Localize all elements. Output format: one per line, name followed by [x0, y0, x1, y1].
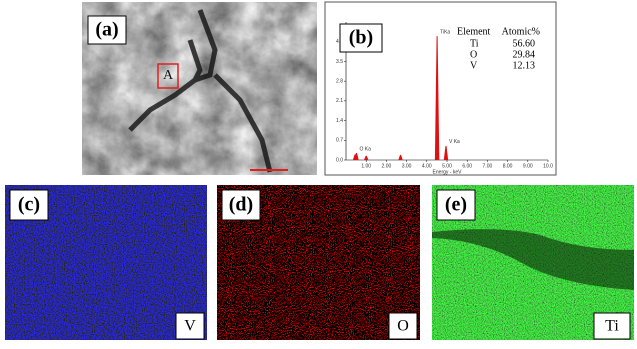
x-tick-label: 4.00 [422, 163, 432, 169]
peak [398, 154, 403, 160]
y-tick-label: 2.1 [336, 98, 343, 104]
table-cell: 56.60 [513, 38, 536, 49]
panel-label-box [221, 189, 261, 221]
x-tick-label: 3.00 [402, 163, 412, 169]
element-label-box [593, 312, 631, 340]
x-tick-label: 10.0 [543, 163, 553, 169]
y-tick-label: 0.7 [336, 138, 343, 144]
region-box [157, 63, 179, 89]
peak-label: TiKa [440, 29, 450, 35]
peak-label: O Ka [360, 146, 372, 152]
x-tick-label: 1.00 [361, 163, 371, 169]
crack [128, 9, 273, 173]
panel-label-box [339, 23, 383, 53]
x-tick-label: 2.00 [382, 163, 392, 169]
peak [434, 36, 440, 160]
table-header: Atomic% [502, 26, 540, 37]
element-label-box [388, 312, 418, 340]
peak-label: V Ka [449, 139, 460, 145]
x-tick-label: 8.00 [503, 163, 513, 169]
table-cell: O [470, 49, 477, 60]
y-tick-label: 0.0 [336, 157, 343, 163]
panel-label: (b) [349, 27, 373, 49]
region-label: A [163, 68, 174, 83]
element-label: O [397, 318, 409, 335]
y-tick-label: 1.4 [336, 118, 343, 124]
x-axis-label: Energy - keV [433, 169, 463, 175]
element-table: Element Atomic% Ti 56.60 O 29.84 V 12.13 [457, 26, 540, 71]
element-label: V [184, 318, 196, 335]
peak [443, 145, 449, 160]
panel-label: (e) [445, 194, 467, 216]
element-label: Ti [605, 318, 619, 335]
table-cell: Ti [470, 38, 479, 49]
spectrum: 1.00 2.00 3.00 4.00 5.00 6.00 7.00 8.00 9.00 10.0… [336, 22, 553, 175]
x-tick-label: 5.00 [442, 163, 452, 169]
panel-label-box [9, 189, 49, 221]
table-header: Element [457, 26, 491, 37]
peak [352, 154, 358, 160]
panel-label: (c) [18, 194, 40, 216]
panel-label: (d) [229, 194, 253, 216]
x-tick-label: 6.00 [462, 163, 472, 169]
y-tick-label: 2.8 [336, 78, 343, 84]
element-label-box [175, 312, 205, 340]
x-tick-label: 9.00 [523, 163, 533, 169]
panel-label-box [87, 15, 127, 45]
panel-label-box [436, 189, 476, 221]
peak [364, 155, 369, 160]
x-tick-label: 7.00 [483, 163, 493, 169]
table-cell: V [470, 60, 478, 71]
table-cell: 12.13 [513, 60, 536, 71]
panel-label: (a) [95, 19, 118, 41]
y-tick-label: 3.5 [336, 59, 343, 65]
shadow [432, 229, 634, 290]
table-cell: 29.84 [513, 49, 536, 60]
